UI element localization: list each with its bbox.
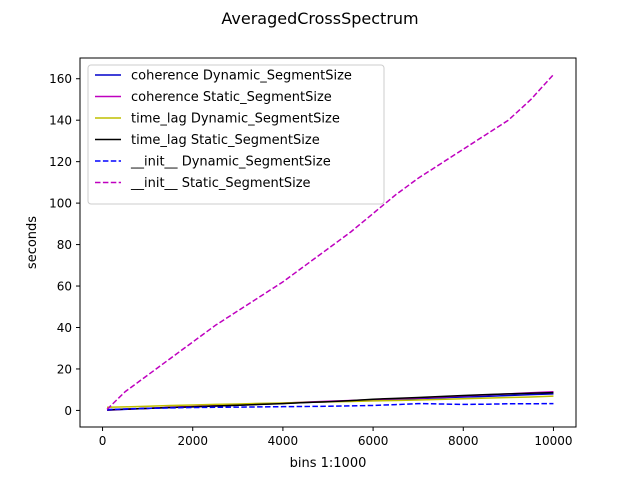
chart-title: AveragedCrossSpectrum <box>221 9 418 28</box>
x-axis: 0 2000 4000 6000 8000 10000 <box>99 427 573 448</box>
y-tick-label: 40 <box>57 321 72 335</box>
y-tick-label: 60 <box>57 280 72 294</box>
y-tick-label: 140 <box>49 114 72 128</box>
y-tick-label: 100 <box>49 197 72 211</box>
y-tick-label: 120 <box>49 155 72 169</box>
y-tick-label: 80 <box>57 238 72 252</box>
y-axis: 0 20 40 60 80 100 120 140 160 <box>49 72 80 418</box>
x-tick-label: 6000 <box>358 434 389 448</box>
series-line-4 <box>107 391 554 411</box>
x-tick-label: 2000 <box>177 434 208 448</box>
legend-label: time_lag Dynamic_SegmentSize <box>131 112 340 127</box>
legend-label: __init__ Static_SegmentSize <box>130 176 311 191</box>
legend: coherence Dynamic_SegmentSize coherence S… <box>87 64 385 205</box>
y-tick-label: 0 <box>64 404 72 418</box>
y-tick-label: 20 <box>57 362 72 376</box>
x-tick-label: 10000 <box>534 434 572 448</box>
series-line-5 <box>107 402 554 411</box>
legend-label: __init__ Dynamic_SegmentSize <box>130 155 331 170</box>
y-axis-label: seconds <box>25 216 40 269</box>
x-axis-label: bins 1:1000 <box>290 456 367 471</box>
plot-lines <box>106 74 555 411</box>
x-tick-label: 0 <box>99 434 107 448</box>
x-tick-label: 8000 <box>448 434 479 448</box>
legend-label: coherence Dynamic_SegmentSize <box>131 69 352 84</box>
legend-label: time_lag Static_SegmentSize <box>131 133 320 148</box>
legend-box <box>87 64 385 205</box>
series-line-6 <box>106 74 555 410</box>
plot-frame <box>79 57 577 428</box>
legend-label: coherence Static_SegmentSize <box>131 90 332 105</box>
x-tick-label: 4000 <box>268 434 299 448</box>
y-tick-label: 160 <box>49 72 72 86</box>
